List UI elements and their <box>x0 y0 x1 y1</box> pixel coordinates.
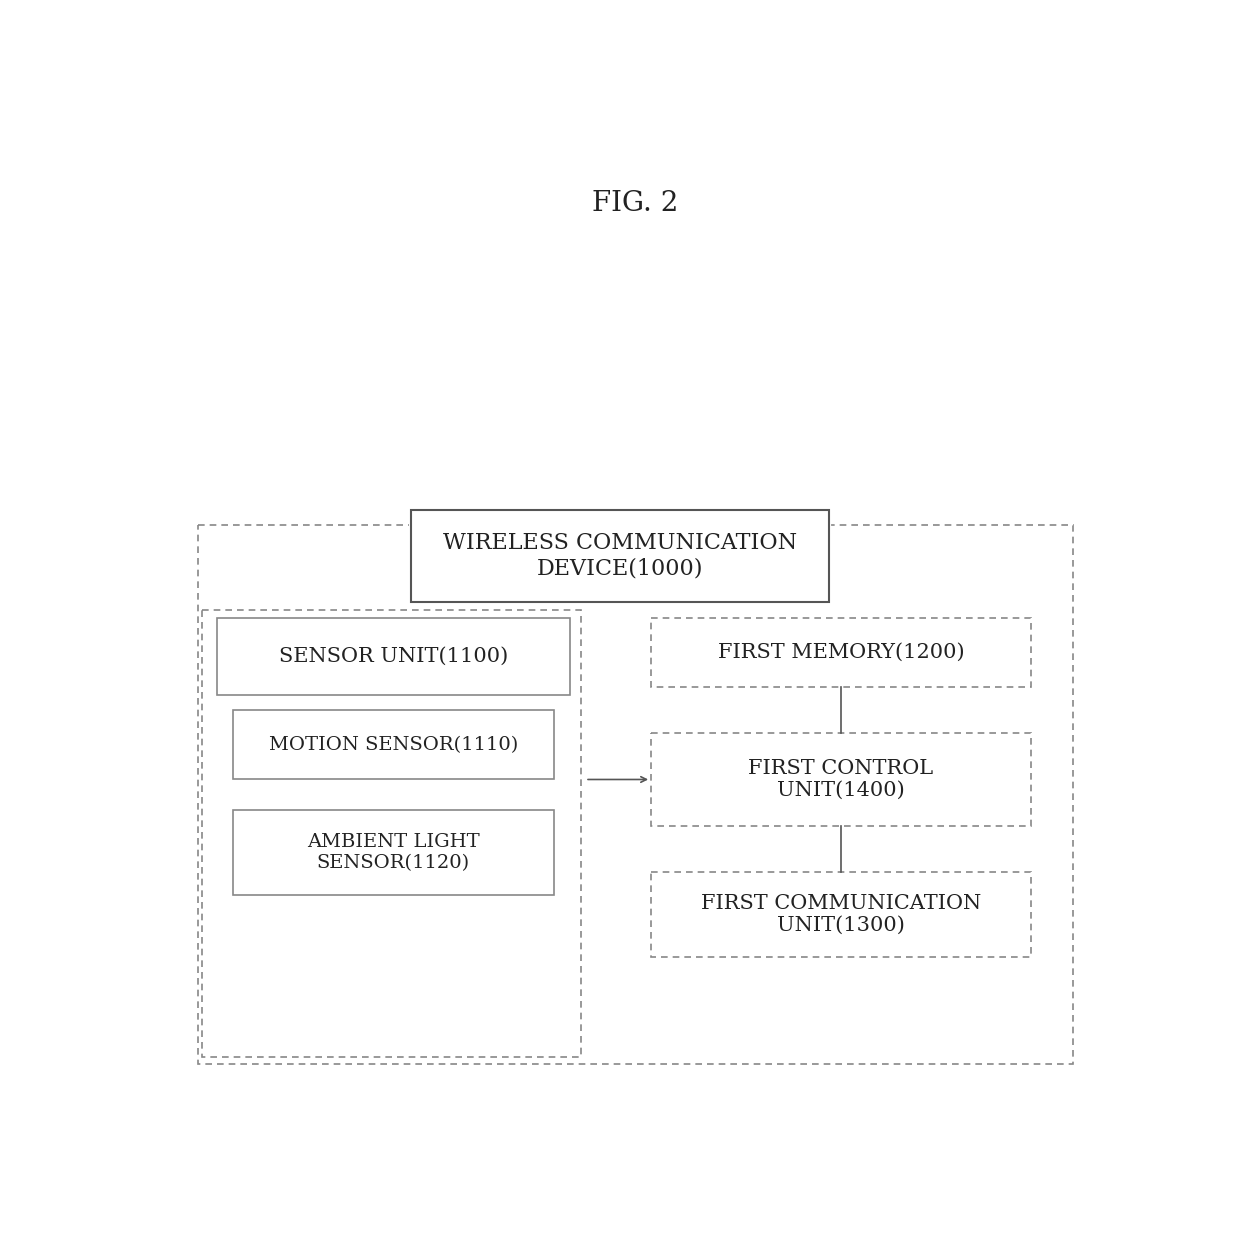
Text: FIRST CONTROL
UNIT(1400): FIRST CONTROL UNIT(1400) <box>748 759 934 800</box>
Text: SENSOR UNIT(1100): SENSOR UNIT(1100) <box>279 647 508 666</box>
Text: FIRST MEMORY(1200): FIRST MEMORY(1200) <box>718 643 965 661</box>
Bar <box>410 510 830 602</box>
Text: MOTION SENSOR(1110): MOTION SENSOR(1110) <box>269 735 518 754</box>
Bar <box>651 733 1030 826</box>
Bar <box>233 711 554 780</box>
Text: FIRST COMMUNICATION
UNIT(1300): FIRST COMMUNICATION UNIT(1300) <box>701 893 981 934</box>
Bar <box>201 610 582 1056</box>
Bar <box>233 811 554 895</box>
Text: WIRELESS COMMUNICATION
DEVICE(1000): WIRELESS COMMUNICATION DEVICE(1000) <box>443 533 797 580</box>
Bar <box>651 872 1030 956</box>
Text: AMBIENT LIGHT
SENSOR(1120): AMBIENT LIGHT SENSOR(1120) <box>308 833 480 872</box>
Bar <box>217 618 569 695</box>
Bar <box>197 526 1074 1065</box>
Text: FIG. 2: FIG. 2 <box>593 190 678 217</box>
Bar <box>651 618 1030 687</box>
